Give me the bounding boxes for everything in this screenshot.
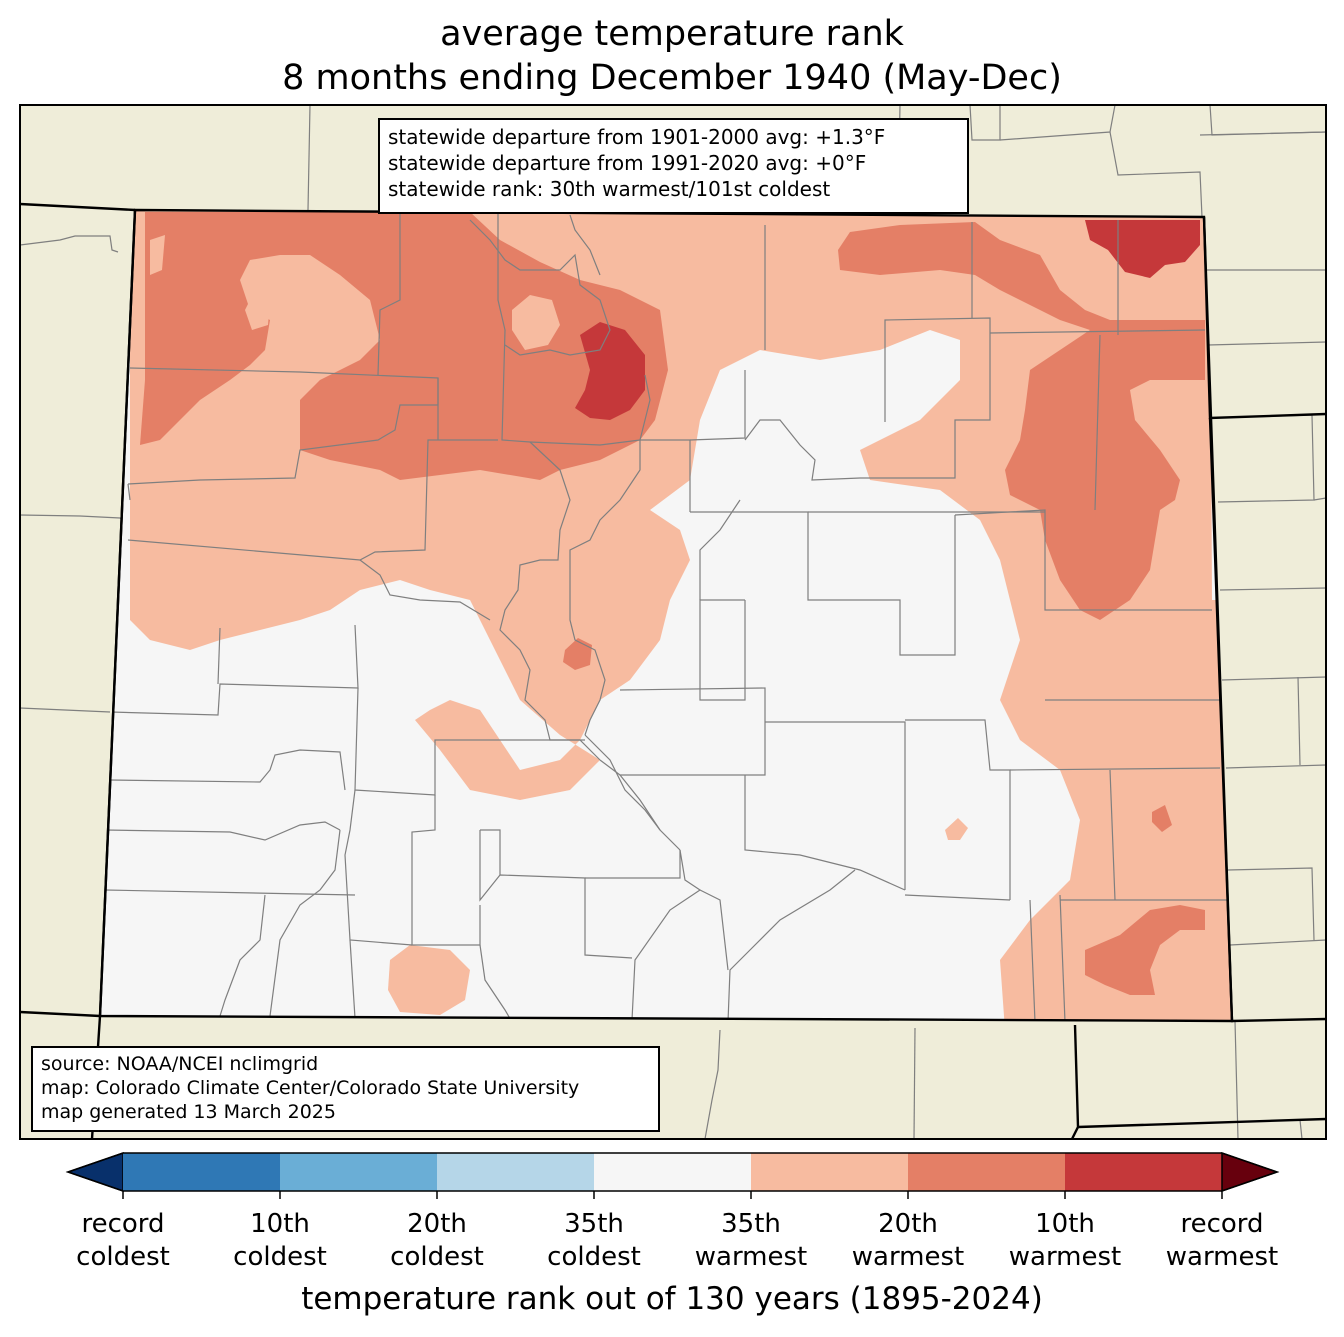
- statewide-stats-box: statewide departure from 1901-2000 avg: …: [378, 118, 969, 214]
- rank-area-record-north: [575, 322, 645, 420]
- colorbar-label-35th-warmest: 35th warmest: [694, 1209, 808, 1272]
- statewide-rank: statewide rank: 30th warmest/101st colde…: [388, 177, 831, 201]
- departure-1901-2000: statewide departure from 1901-2000 avg: …: [388, 125, 886, 149]
- rank-area-northwest: [140, 212, 668, 480]
- colorbar-bin-35th-20th-warmest: [751, 1153, 908, 1191]
- rank-area-northeast: [838, 222, 1205, 620]
- departure-1991-2020: statewide departure from 1991-2020 avg: …: [388, 151, 867, 175]
- map-title-line2: 8 months ending December 1940 (May-Dec): [282, 58, 1062, 98]
- colorbar-bin-20th-10th-warmest: [908, 1153, 1065, 1191]
- colorbar-label-10th-coldest: 10th coldest: [233, 1209, 327, 1272]
- map-title-line1: average temperature rank: [440, 14, 904, 54]
- colorbar-label-10th-warmest: 10th warmest: [1008, 1209, 1122, 1272]
- map-frame: [19, 104, 1327, 1140]
- colorbar-axis-label: temperature rank out of 130 years (1895-…: [301, 1281, 1043, 1317]
- county-lines: [104, 212, 1230, 1021]
- rank-spot-south: [388, 945, 470, 1015]
- colorbar-extend-cold: [65, 1151, 124, 1193]
- colorbar-bin-10th-record-warmest: [1065, 1153, 1222, 1191]
- colorbar-label-20th-coldest: 20th coldest: [390, 1209, 484, 1272]
- colorbar-label-record-coldest: record coldest: [76, 1209, 170, 1272]
- source-box: source: NOAA/NCEI nclimgrid map: Colorad…: [31, 1046, 660, 1132]
- colorbar-bin-near-normal: [594, 1153, 751, 1191]
- rank-area-record-northeast: [1085, 220, 1200, 278]
- rank-spot-southeast: [1085, 905, 1205, 995]
- neighbor-county-lines: [20, 105, 1326, 1139]
- generated-date-line: map generated 13 March 2025: [41, 1101, 336, 1123]
- colorbar: [65, 1151, 1280, 1199]
- map-credit-line: map: Colorado Climate Center/Colorado St…: [41, 1077, 580, 1099]
- colorbar-label-20th-warmest: 20th warmest: [851, 1209, 965, 1272]
- colorbar-bin-10th-20th-coldest: [280, 1153, 437, 1191]
- rank-field: [100, 210, 1232, 1021]
- colorbar-extend-warm: [1221, 1151, 1280, 1193]
- colorbar-bin-20th-35th-coldest: [437, 1153, 594, 1191]
- colorbar-ticks: [122, 1191, 1223, 1199]
- colorbar-bin-record-10th-coldest: [123, 1153, 280, 1191]
- colorbar-label-record-warmest: record warmest: [1165, 1209, 1279, 1272]
- source-line: source: NOAA/NCEI nclimgrid: [41, 1053, 319, 1075]
- colorbar-label-35th-coldest: 35th coldest: [547, 1209, 641, 1272]
